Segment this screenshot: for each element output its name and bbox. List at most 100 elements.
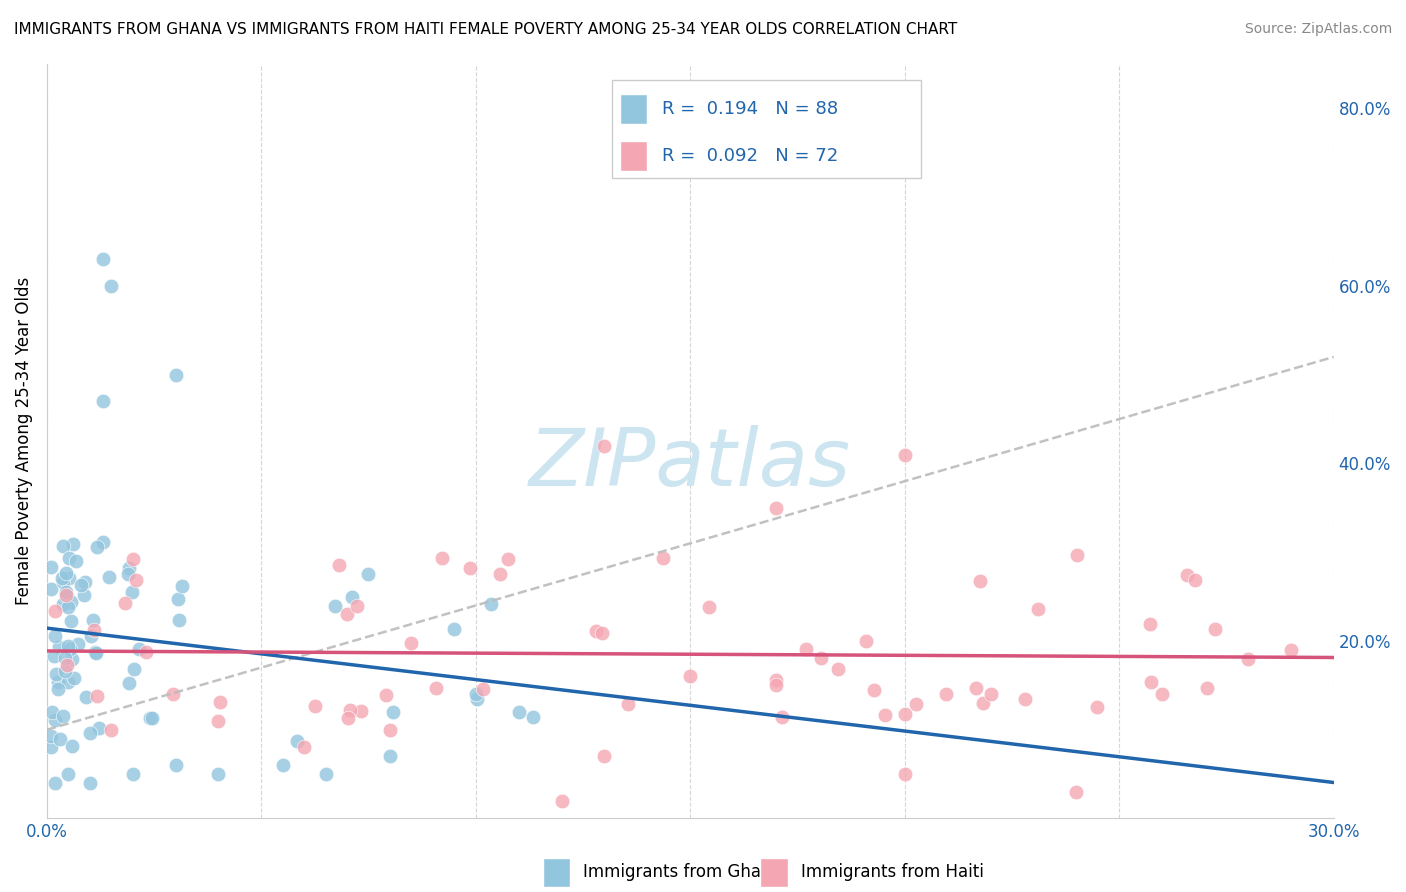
Point bbox=[165, 758, 187, 772]
Point bbox=[58, 571, 80, 585]
Point bbox=[336, 607, 359, 622]
Point bbox=[79, 776, 101, 790]
Point bbox=[82, 613, 104, 627]
Point bbox=[1139, 674, 1161, 689]
Text: ZIPatlas: ZIPatlas bbox=[529, 425, 851, 503]
Point bbox=[873, 708, 896, 723]
Point bbox=[969, 574, 991, 588]
Point bbox=[122, 662, 145, 676]
Point bbox=[39, 729, 62, 743]
Point bbox=[339, 703, 361, 717]
Point bbox=[357, 567, 380, 582]
Point bbox=[52, 709, 75, 723]
Point bbox=[55, 657, 77, 672]
Point bbox=[337, 711, 360, 725]
Point bbox=[39, 559, 62, 574]
Point bbox=[55, 566, 77, 580]
Point bbox=[550, 794, 572, 808]
Point bbox=[167, 613, 190, 627]
Point bbox=[55, 588, 77, 602]
Point bbox=[46, 674, 69, 689]
Point bbox=[350, 704, 373, 718]
Point bbox=[39, 582, 62, 597]
Point bbox=[45, 667, 67, 681]
Point bbox=[1139, 617, 1161, 632]
Point bbox=[765, 500, 787, 515]
Point bbox=[325, 599, 347, 613]
Point bbox=[905, 697, 928, 711]
Point bbox=[83, 645, 105, 659]
Point bbox=[62, 537, 84, 551]
Point bbox=[346, 599, 368, 613]
Point bbox=[58, 551, 80, 566]
Point bbox=[479, 597, 502, 611]
Point bbox=[118, 676, 141, 690]
Point bbox=[765, 678, 787, 692]
Point bbox=[128, 641, 150, 656]
Point bbox=[972, 696, 994, 710]
Point bbox=[374, 688, 396, 702]
Point bbox=[340, 591, 363, 605]
Point bbox=[432, 551, 454, 566]
Point bbox=[80, 629, 103, 643]
Point bbox=[965, 681, 987, 696]
Point bbox=[292, 740, 315, 755]
Point bbox=[100, 279, 122, 293]
Point bbox=[765, 673, 787, 688]
Point bbox=[304, 698, 326, 713]
Point bbox=[52, 539, 75, 553]
Point bbox=[616, 698, 638, 712]
Point bbox=[796, 642, 818, 657]
Point bbox=[58, 767, 80, 781]
Text: Immigrants from Ghana: Immigrants from Ghana bbox=[583, 863, 782, 881]
Point bbox=[401, 635, 423, 649]
Point bbox=[862, 682, 884, 697]
Point bbox=[166, 592, 188, 607]
Point bbox=[141, 710, 163, 724]
Point bbox=[135, 645, 157, 659]
Point bbox=[425, 681, 447, 695]
Point bbox=[165, 368, 187, 382]
Point bbox=[508, 705, 530, 719]
Point bbox=[1175, 567, 1198, 582]
Text: R =  0.092   N = 72: R = 0.092 N = 72 bbox=[662, 147, 838, 165]
Point bbox=[63, 671, 86, 685]
Point bbox=[83, 623, 105, 637]
Point bbox=[55, 585, 77, 599]
Point bbox=[117, 567, 139, 582]
Point bbox=[679, 669, 702, 683]
Point bbox=[49, 731, 72, 746]
Point bbox=[585, 624, 607, 638]
Text: Immigrants from Haiti: Immigrants from Haiti bbox=[801, 863, 984, 881]
Point bbox=[1064, 785, 1087, 799]
Point bbox=[118, 561, 141, 575]
Point bbox=[67, 637, 90, 651]
Point bbox=[207, 767, 229, 781]
Point bbox=[91, 535, 114, 549]
Point bbox=[458, 560, 481, 574]
Point bbox=[893, 448, 915, 462]
Point bbox=[465, 691, 488, 706]
Point bbox=[59, 614, 82, 628]
Point bbox=[56, 674, 79, 689]
Point bbox=[893, 706, 915, 721]
Point bbox=[315, 767, 337, 781]
Point bbox=[100, 723, 122, 737]
Point bbox=[41, 705, 63, 719]
Point bbox=[87, 721, 110, 735]
Point bbox=[91, 252, 114, 267]
Point bbox=[489, 567, 512, 582]
Point bbox=[59, 642, 82, 657]
Point bbox=[46, 681, 69, 696]
Point bbox=[51, 571, 73, 585]
Point bbox=[42, 649, 65, 664]
Point bbox=[378, 723, 401, 737]
Text: IMMIGRANTS FROM GHANA VS IMMIGRANTS FROM HAITI FEMALE POVERTY AMONG 25-34 YEAR O: IMMIGRANTS FROM GHANA VS IMMIGRANTS FROM… bbox=[14, 22, 957, 37]
Point bbox=[48, 640, 70, 654]
Point bbox=[1152, 687, 1174, 701]
Point bbox=[935, 687, 957, 701]
Point bbox=[98, 570, 121, 584]
Point bbox=[121, 584, 143, 599]
Point bbox=[1237, 651, 1260, 665]
Point bbox=[65, 554, 87, 568]
